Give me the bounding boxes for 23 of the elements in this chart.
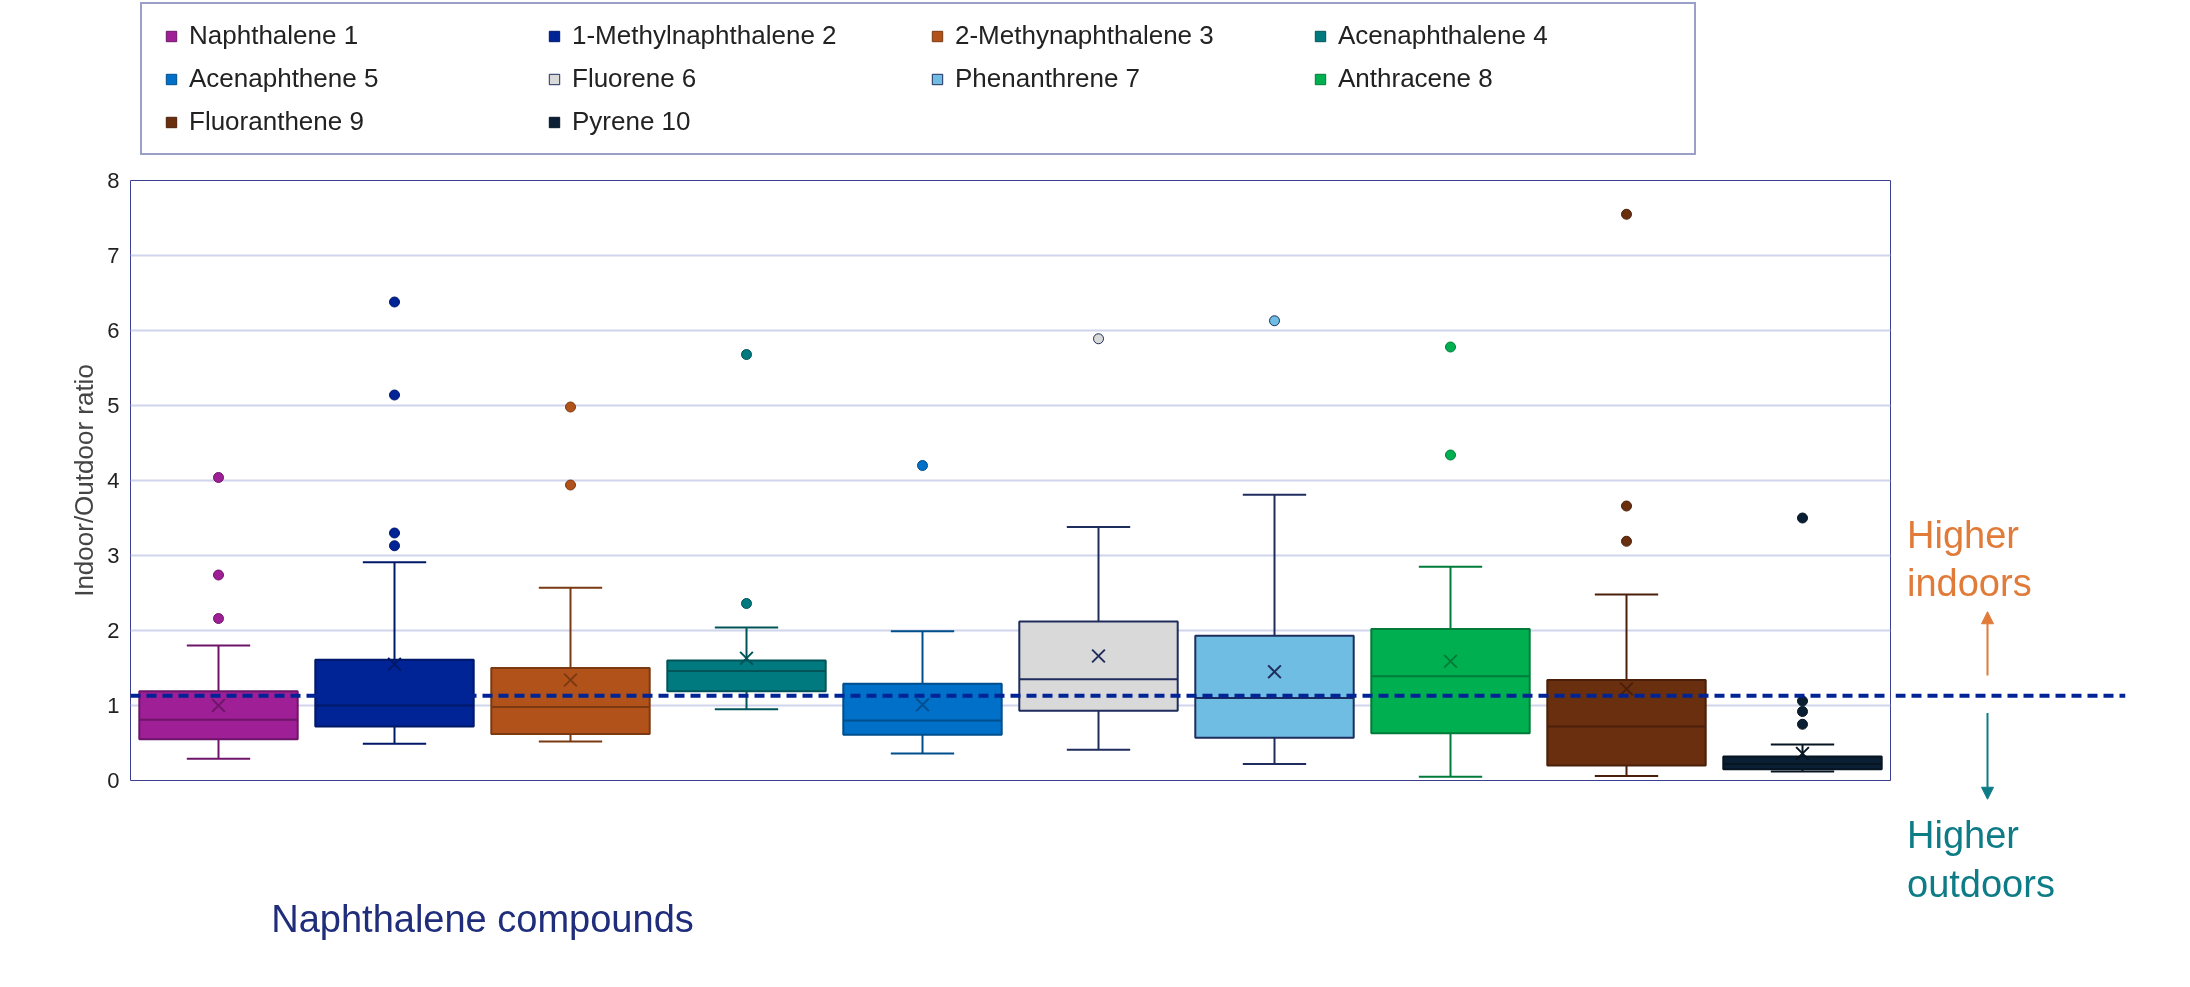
y-tick-label: 1 bbox=[107, 693, 120, 718]
legend-label: 2-Methynaphthalene 3 bbox=[955, 20, 1215, 51]
text: Naphthalene compounds bbox=[271, 897, 694, 940]
y-tick-label: 8 bbox=[107, 168, 120, 193]
legend-label: Fluoranthene 9 bbox=[189, 106, 365, 137]
text: Higher outdoors bbox=[1907, 814, 2055, 905]
legend-label: Pyrene 10 bbox=[572, 106, 692, 137]
text: Higher indoors bbox=[1907, 513, 2032, 605]
y-tick-label: 6 bbox=[107, 318, 120, 343]
legend-label: Acenaphthene 5 bbox=[189, 63, 380, 94]
legend-label: 1-Methylnaphthalene 2 bbox=[572, 20, 838, 51]
y-tick-label: 2 bbox=[107, 618, 120, 643]
y-tick-label: 7 bbox=[107, 243, 120, 268]
y-tick-label: 4 bbox=[107, 468, 120, 493]
legend-label: Naphthalene 1 bbox=[189, 20, 360, 51]
legend-label: Phenanthrene 7 bbox=[955, 63, 1142, 94]
y-tick-label: 5 bbox=[107, 393, 120, 418]
y-tick-label: 0 bbox=[107, 768, 120, 793]
legend-label: Anthracene 8 bbox=[1338, 63, 1494, 94]
legend-label: Fluorene 6 bbox=[572, 63, 698, 94]
y-axis-title: Indoor/Outdoor ratio bbox=[69, 364, 100, 597]
legend-label: Acenaphthalene 4 bbox=[1338, 20, 1549, 51]
y-tick-label: 3 bbox=[107, 543, 120, 568]
